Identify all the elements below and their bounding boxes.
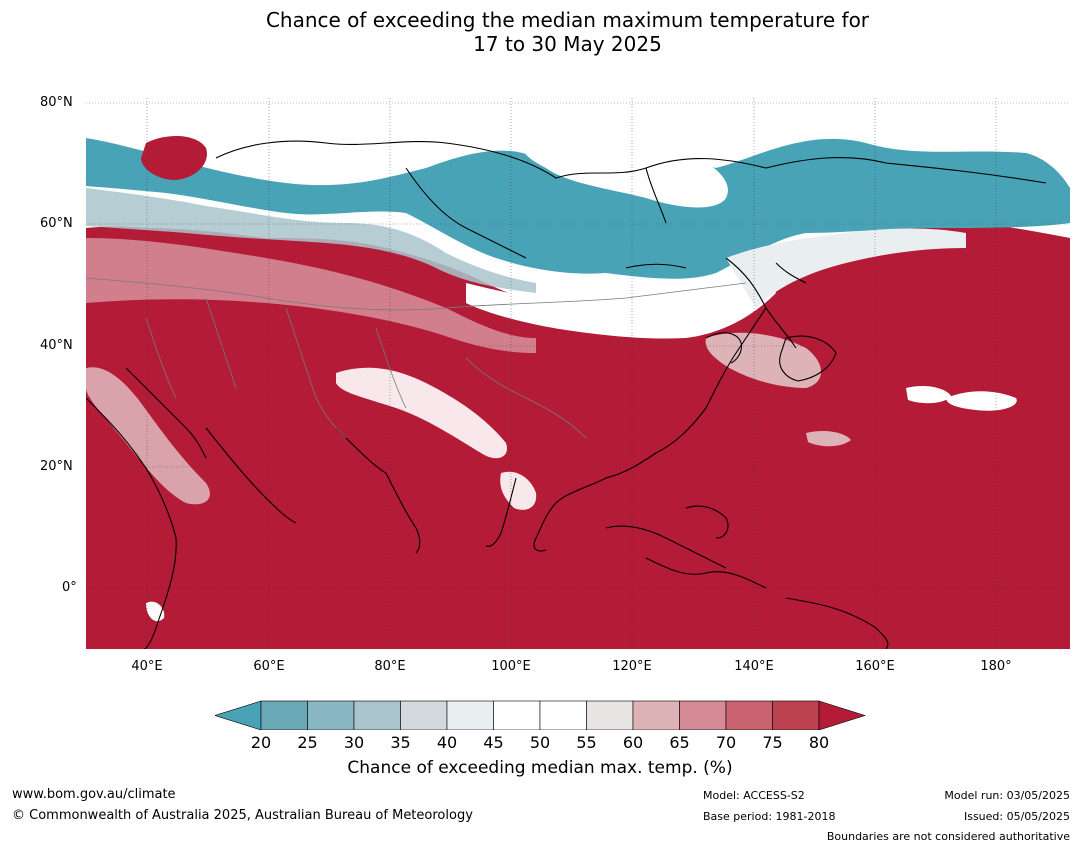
white-siberia-patch	[522, 131, 728, 208]
pacific-white-2	[946, 391, 1017, 411]
colorbar-tick-label: 80	[808, 733, 830, 752]
lon-label-120e: 120°E	[612, 659, 652, 674]
lat-label-80n: 80°N	[40, 95, 73, 110]
title-line-1: Chance of exceeding the median maximum t…	[265, 8, 870, 32]
map-title: Chance of exceeding the median maximum t…	[0, 8, 1081, 56]
colorbar-segment	[400, 700, 448, 730]
lon-label-80e: 80°E	[374, 659, 406, 674]
boundaries-note: Boundaries are not considered authoritat…	[826, 830, 1070, 843]
issued-text: Issued: 05/05/2025	[963, 810, 1070, 823]
colorbar-tick-label: 60	[622, 733, 644, 752]
lon-label-60e: 60°E	[253, 659, 285, 674]
mid-latitude-pink-band	[86, 238, 536, 353]
colorbar-arrow-high	[818, 700, 866, 730]
colorbar-tick-label: 45	[483, 733, 504, 752]
china-mongolia-white	[466, 273, 776, 339]
lat-label-40n: 40°N	[40, 338, 73, 353]
country-boundaries	[86, 277, 747, 439]
lat-label-0: 0°	[62, 580, 77, 595]
japan-pink	[705, 332, 821, 388]
colorbar-segment	[446, 700, 494, 730]
colorbar-segment	[539, 700, 587, 730]
scandinavia-red-patch	[141, 136, 207, 180]
colorbar-segment	[307, 700, 355, 730]
colorbar-tick-label: 40	[436, 733, 458, 752]
colorbar-segment	[353, 700, 401, 730]
lon-label-100e: 100°E	[491, 659, 531, 674]
pacific-pink-1	[806, 430, 851, 447]
colorbar-tick-label: 65	[669, 733, 690, 752]
colorbar-segment	[260, 700, 308, 730]
colorbar	[215, 700, 866, 730]
lat-label-60n: 60°N	[40, 216, 73, 231]
colorbar-tick-label: 25	[297, 733, 318, 752]
model-run-text: Model run: 03/05/2025	[944, 789, 1070, 802]
website-text: www.bom.gov.au/climate	[12, 787, 176, 802]
base-period-text: Base period: 1981-2018	[703, 810, 836, 823]
colorbar-segment	[493, 700, 541, 730]
colorbar-segment	[679, 700, 727, 730]
colorbar-segments	[215, 700, 866, 730]
colorbar-label: Chance of exceeding median max. temp. (%…	[347, 758, 733, 778]
colorbar-arrow-low	[215, 700, 262, 730]
lon-label-140e: 140°E	[734, 659, 774, 674]
lon-label-40e: 40°E	[131, 659, 163, 674]
probability-map	[86, 98, 1070, 649]
lon-label-180: 180°	[980, 659, 1012, 674]
title-line-2: 17 to 30 May 2025	[473, 32, 662, 56]
northern-teal-band	[86, 138, 1070, 279]
lat-label-20n: 20°N	[40, 459, 73, 474]
map-panel	[86, 98, 1070, 649]
colorbar-tick-label: 30	[343, 733, 365, 752]
east-siberia-white	[726, 228, 966, 308]
indochina-white	[500, 471, 537, 510]
pacific-white-1	[906, 385, 951, 404]
copyright-text: © Commonwealth of Australia 2025, Austra…	[12, 808, 473, 823]
lon-label-160e: 160°E	[855, 659, 895, 674]
colorbar-tick-label: 70	[715, 733, 737, 752]
colorbar-segment	[725, 700, 773, 730]
colorbar-tick-label: 55	[576, 733, 597, 752]
colorbar-segment	[632, 700, 680, 730]
graticule	[86, 98, 1070, 649]
colorbar-tick-label: 20	[250, 733, 272, 752]
colorbar-tick-label: 50	[529, 733, 551, 752]
arabia-pink	[86, 367, 210, 505]
colorbar-segment	[772, 700, 820, 730]
colorbar-tick-label: 75	[762, 733, 783, 752]
tibet-white	[336, 367, 507, 459]
colorbar-tick-label: 35	[390, 733, 411, 752]
model-text: Model: ACCESS-S2	[703, 789, 805, 802]
teal-light-band	[86, 188, 536, 293]
colorbar-segment	[586, 700, 634, 730]
